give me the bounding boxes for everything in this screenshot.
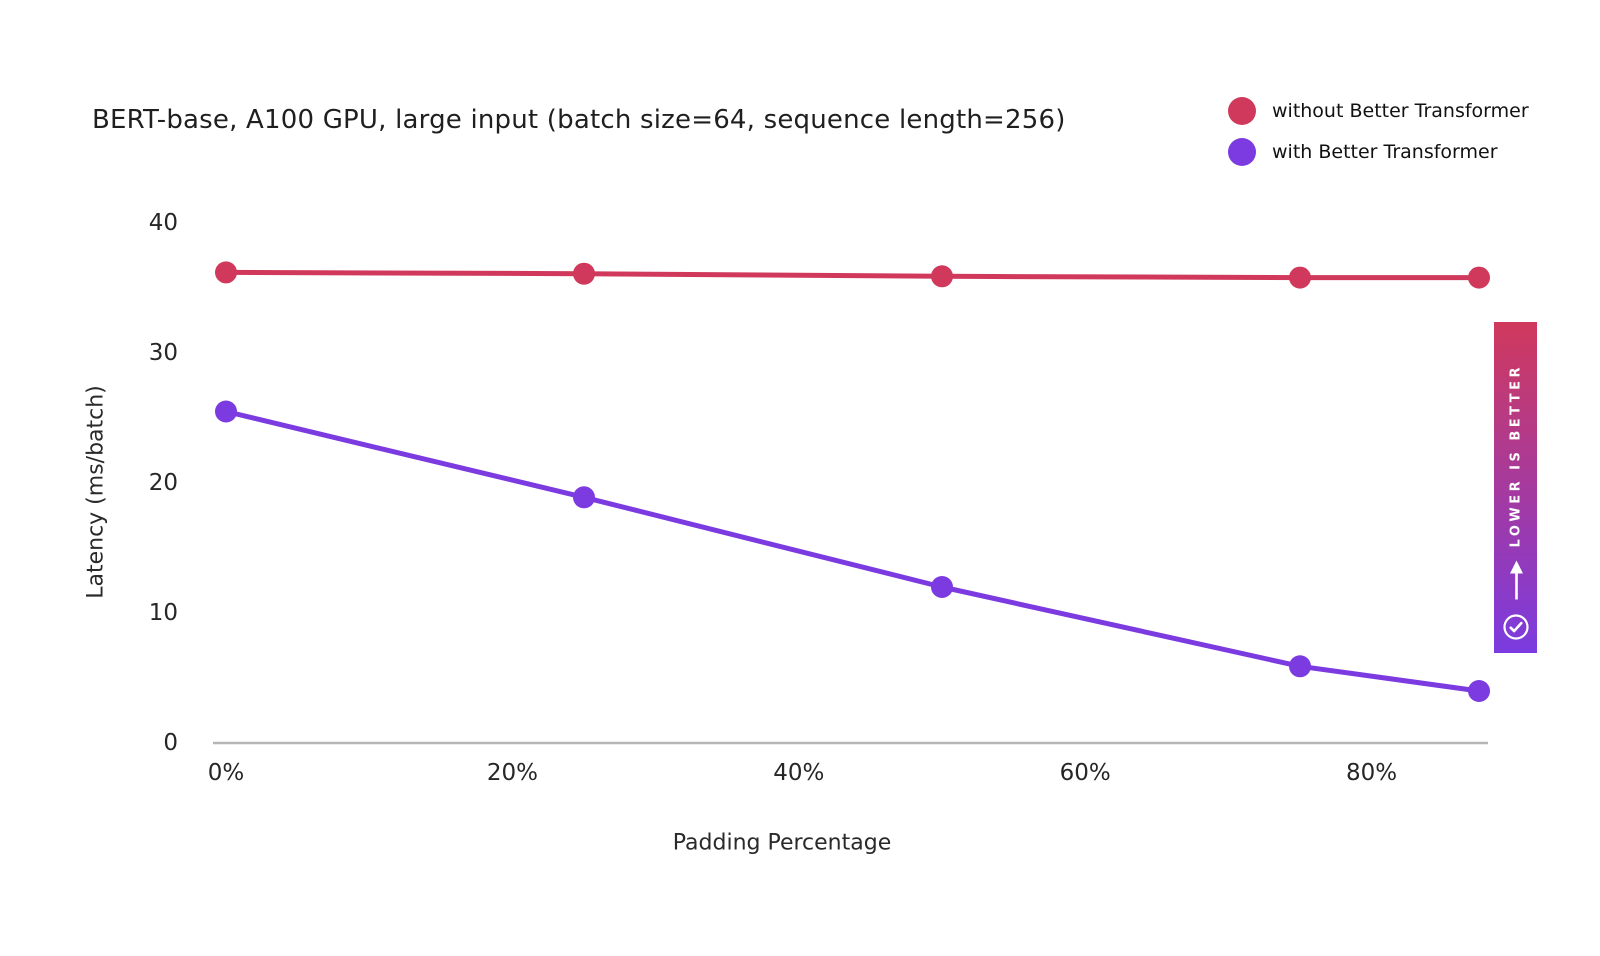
x-tick-label: 60% — [1059, 760, 1111, 786]
badge-text: LOWER IS BETTER — [1508, 363, 1523, 547]
data-point — [573, 486, 595, 509]
x-tick-label: 40% — [773, 760, 825, 786]
data-point — [1468, 266, 1490, 289]
x-axis-title: Padding Percentage — [672, 830, 892, 856]
y-tick-label: 10 — [148, 600, 178, 626]
y-tick-label: 30 — [148, 340, 178, 366]
lower-is-better-badge: LOWER IS BETTER — [1494, 322, 1537, 653]
x-tick-label: 80% — [1346, 760, 1398, 786]
data-point — [215, 261, 237, 284]
legend: without Better Transformer with Better T… — [1228, 97, 1529, 166]
y-tick-label: 40 — [148, 210, 178, 236]
legend-label: without Better Transformer — [1272, 100, 1529, 122]
x-tick-label: 20% — [486, 760, 538, 786]
legend-label: with Better Transformer — [1272, 141, 1498, 163]
x-tick-label: 0% — [207, 760, 245, 786]
series-line-1 — [223, 409, 1482, 694]
down-arrow-icon — [1508, 559, 1524, 601]
y-tick-label: 0 — [163, 730, 178, 756]
data-point — [215, 400, 237, 423]
data-point — [1468, 680, 1490, 702]
data-point — [573, 262, 595, 285]
data-point — [931, 265, 953, 288]
data-point — [931, 576, 953, 598]
y-tick-label: 20 — [148, 470, 178, 496]
data-point — [1289, 655, 1311, 678]
badge-content: LOWER IS BETTER — [1494, 322, 1537, 653]
data-point — [1289, 266, 1311, 289]
legend-marker-red-icon — [1228, 97, 1256, 125]
chart-title: BERT-base, A100 GPU, large input (batch … — [92, 105, 1066, 135]
legend-marker-purple-icon — [1228, 138, 1256, 166]
legend-item-with-better-transformer: with Better Transformer — [1228, 138, 1529, 166]
legend-item-without-better-transformer: without Better Transformer — [1228, 97, 1529, 125]
check-circle-icon — [1502, 613, 1529, 640]
